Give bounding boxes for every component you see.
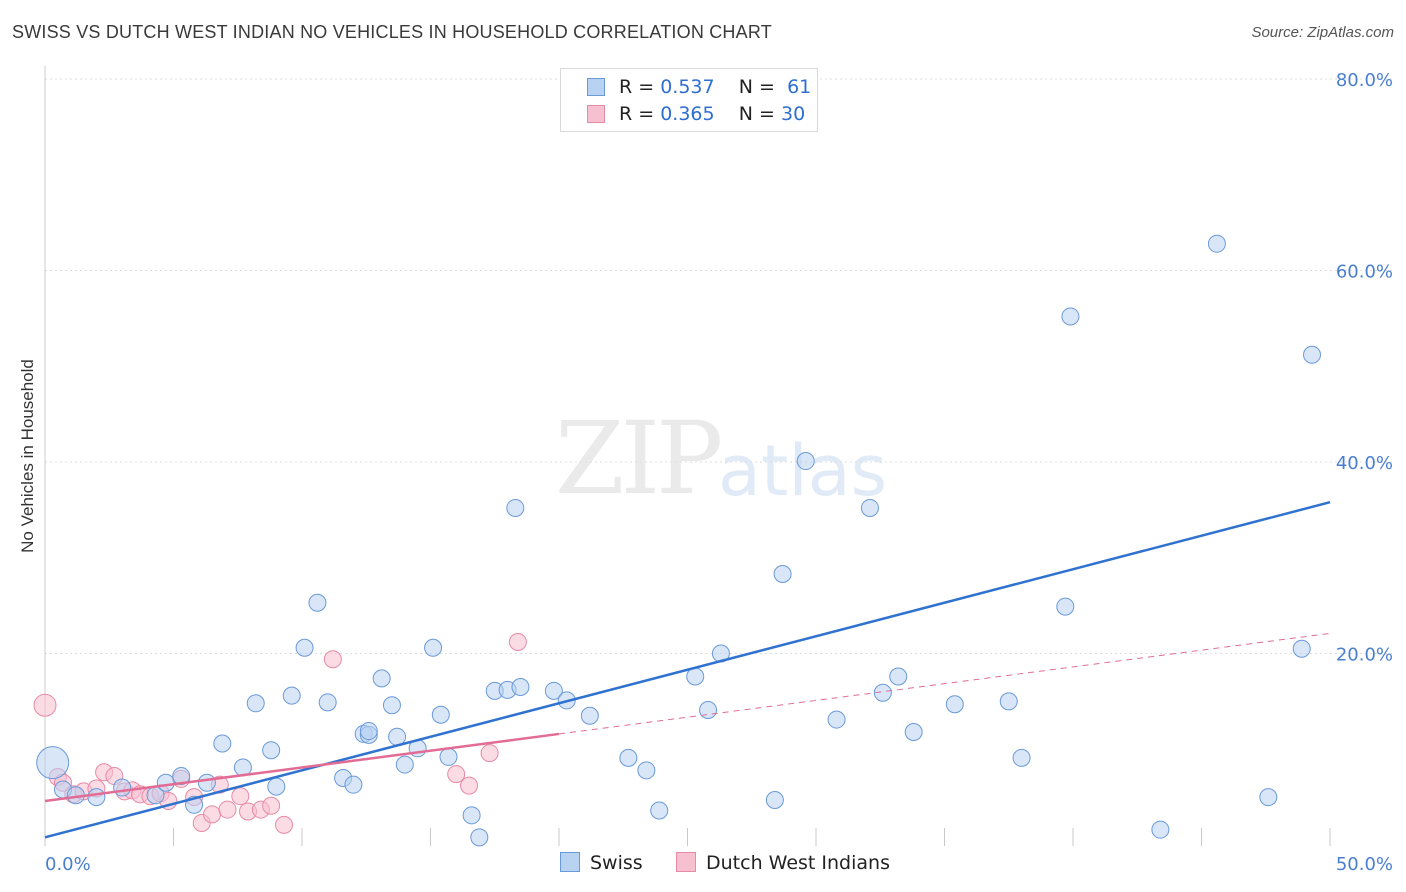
swiss-point [156, 773, 175, 792]
y-tick-label: 80.0% [1336, 70, 1393, 91]
y-tick-label: 60.0% [1336, 262, 1393, 283]
swiss-point [796, 452, 815, 471]
swiss-point [580, 706, 599, 725]
swiss-point [213, 734, 232, 753]
swiss-point [395, 755, 414, 774]
watermark-atlas: atlas [718, 430, 888, 512]
swiss-point [904, 723, 923, 742]
dutch-point [218, 800, 237, 819]
swiss-point [372, 669, 391, 688]
swiss-point [544, 681, 563, 700]
swiss-point [439, 747, 458, 766]
legend-r-value: 0.365 [660, 103, 715, 125]
bottom-legend-swiss[interactable]: Swiss [560, 852, 643, 874]
y-tick-label: 20.0% [1336, 645, 1393, 666]
legend-swatch-dutch [587, 105, 605, 123]
swiss-point [295, 638, 314, 657]
swiss-point [318, 693, 337, 712]
swiss-point [424, 638, 443, 657]
swiss-point [773, 565, 792, 584]
swiss-point [1151, 820, 1170, 839]
swiss-point [382, 696, 401, 715]
dutch-point [203, 805, 222, 824]
swiss-point [1207, 234, 1226, 253]
legend-n-value: 30 [781, 103, 806, 125]
swiss-point [619, 748, 638, 767]
legend-r-label: R = [619, 103, 655, 125]
x-tick-label: 0.0% [45, 854, 91, 875]
legend-n-label: N = [738, 76, 775, 98]
bottom-legend-swatch-dutch [676, 852, 696, 872]
swiss-point [860, 498, 879, 517]
swiss-point [344, 775, 363, 794]
dutch-trendline [44, 732, 560, 803]
dutch-point [460, 776, 479, 795]
swiss-point [1303, 345, 1322, 364]
swiss-point [197, 773, 216, 792]
watermark-zip: ZIP [555, 400, 723, 517]
swiss-trendline [44, 501, 1331, 839]
swiss-point [999, 692, 1018, 711]
swiss-point [945, 695, 964, 714]
swiss-point [359, 722, 378, 741]
swiss-point [873, 683, 892, 702]
legend-swatch-swiss [587, 78, 605, 96]
swiss-point [113, 778, 132, 797]
swiss-point [827, 710, 846, 729]
swiss-point [462, 806, 481, 825]
swiss-point [262, 741, 281, 760]
swiss-point [1061, 307, 1080, 326]
dutch-point [33, 693, 57, 717]
dutch-trendline-extended [558, 632, 1331, 735]
swiss-point [282, 686, 301, 705]
x-tick-label: 50.0% [1336, 854, 1393, 875]
legend-r-value: 0.537 [660, 76, 715, 98]
swiss-point [889, 667, 908, 686]
swiss-point [637, 761, 656, 780]
source-label: Source: ZipAtlas.com [1251, 24, 1394, 41]
swiss-point [36, 746, 70, 780]
bottom-legend-swatch-swiss [560, 852, 580, 872]
swiss-point [650, 801, 669, 820]
swiss-point [511, 678, 530, 697]
dutch-point [480, 744, 499, 763]
swiss-point [308, 593, 327, 612]
swiss-point [506, 498, 525, 517]
bottom-legend-label-swiss: Swiss [590, 852, 643, 874]
stats-legend: R = 0.537 N = 61 R = 0.365 N = 30 [560, 68, 818, 132]
swiss-point [1012, 748, 1031, 767]
legend-r-label: R = [619, 76, 655, 98]
swiss-point [765, 790, 784, 809]
swiss-point [267, 777, 286, 796]
dutch-point [323, 650, 342, 669]
swiss-point [246, 694, 265, 713]
dutch-point [262, 796, 281, 815]
swiss-point [431, 705, 450, 724]
dutch-point [447, 765, 466, 784]
swiss-point [470, 828, 489, 847]
bottom-legend-label-dutch: Dutch West Indians [706, 852, 890, 874]
dutch-point [231, 787, 250, 806]
y-tick-label: 40.0% [1336, 453, 1393, 474]
legend-n-value: 61 [787, 76, 812, 98]
swiss-point [699, 700, 718, 719]
swiss-point [1056, 597, 1075, 616]
chart-title: SWISS VS DUTCH WEST INDIAN NO VEHICLES I… [12, 22, 772, 42]
swiss-point [172, 767, 191, 786]
swiss-point [1259, 788, 1278, 807]
legend-n-label: N = [738, 103, 775, 125]
swiss-point [1292, 639, 1311, 658]
bottom-legend-dutch[interactable]: Dutch West Indians [676, 852, 890, 874]
swiss-point [87, 788, 106, 807]
dutch-point [275, 815, 294, 834]
dutch-point [508, 633, 527, 652]
